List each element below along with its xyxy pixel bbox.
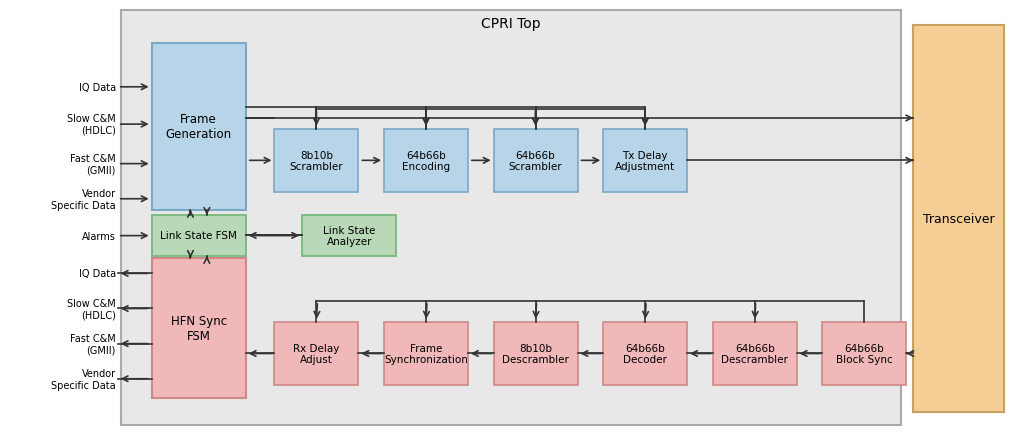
Text: Vendor
Specific Data: Vendor Specific Data	[51, 368, 116, 390]
FancyBboxPatch shape	[603, 129, 687, 193]
FancyBboxPatch shape	[152, 44, 246, 210]
Text: CPRI Top: CPRI Top	[481, 17, 541, 31]
Text: 64b66b
Scrambler: 64b66b Scrambler	[509, 150, 562, 172]
FancyBboxPatch shape	[384, 129, 468, 193]
FancyBboxPatch shape	[494, 129, 578, 193]
Text: 64b66b
Descrambler: 64b66b Descrambler	[721, 343, 788, 364]
FancyBboxPatch shape	[713, 322, 797, 385]
Text: Alarms: Alarms	[82, 231, 116, 241]
Text: 64b66b
Decoder: 64b66b Decoder	[624, 343, 667, 364]
FancyBboxPatch shape	[152, 258, 246, 399]
Text: 64b66b
Block Sync: 64b66b Block Sync	[836, 343, 893, 364]
FancyBboxPatch shape	[152, 215, 246, 256]
Text: Fast C&M
(GMII): Fast C&M (GMII)	[70, 333, 116, 355]
Text: HFN Sync
FSM: HFN Sync FSM	[171, 314, 226, 343]
Text: 64b66b
Encoding: 64b66b Encoding	[402, 150, 450, 172]
Text: Frame
Synchronization: Frame Synchronization	[384, 343, 468, 364]
Text: Frame
Generation: Frame Generation	[166, 113, 231, 141]
Text: Rx Delay
Adjust: Rx Delay Adjust	[293, 343, 340, 364]
FancyBboxPatch shape	[603, 322, 687, 385]
Text: Link State
Analyzer: Link State Analyzer	[323, 225, 376, 247]
FancyBboxPatch shape	[494, 322, 578, 385]
FancyBboxPatch shape	[384, 322, 468, 385]
Text: Slow C&M
(HDLC): Slow C&M (HDLC)	[67, 298, 116, 320]
Text: 8b10b
Scrambler: 8b10b Scrambler	[290, 150, 343, 172]
Text: IQ Data: IQ Data	[79, 83, 116, 92]
Text: 8b10b
Descrambler: 8b10b Descrambler	[502, 343, 569, 364]
FancyBboxPatch shape	[274, 129, 358, 193]
Text: Vendor
Specific Data: Vendor Specific Data	[51, 188, 116, 210]
Text: IQ Data: IQ Data	[79, 269, 116, 279]
Text: Slow C&M
(HDLC): Slow C&M (HDLC)	[67, 114, 116, 136]
FancyBboxPatch shape	[274, 322, 358, 385]
FancyBboxPatch shape	[913, 26, 1004, 412]
Text: Link State FSM: Link State FSM	[160, 231, 238, 241]
FancyBboxPatch shape	[121, 11, 901, 425]
Text: Transceiver: Transceiver	[923, 212, 994, 226]
Text: Fast C&M
(GMII): Fast C&M (GMII)	[70, 153, 116, 175]
Text: Tx Delay
Adjustment: Tx Delay Adjustment	[615, 150, 675, 172]
FancyBboxPatch shape	[302, 215, 396, 256]
FancyBboxPatch shape	[822, 322, 906, 385]
